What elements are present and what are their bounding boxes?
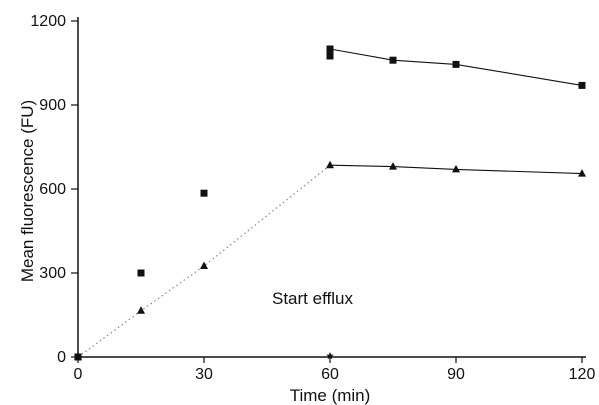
triangle-marker	[137, 306, 145, 314]
square-marker	[137, 269, 145, 277]
y-tick-label: 0	[57, 349, 66, 366]
x-tick-label: 120	[569, 366, 596, 383]
y-axis-title: Mean fluorescence (FU)	[18, 100, 37, 282]
series-lines	[77, 48, 583, 358]
square-marker	[326, 52, 334, 60]
x-tick-label: 0	[74, 366, 83, 383]
y-tick-label: 600	[39, 181, 66, 198]
x-axis-title: Time (min)	[290, 386, 371, 405]
series-1-efflux-line	[329, 48, 583, 86]
y-tick-label: 300	[39, 265, 66, 282]
axes: 0 300 600 900 1200 0 30 60 90 120	[30, 13, 595, 383]
triangle-marker	[389, 162, 397, 170]
series-2-efflux-line	[329, 164, 583, 175]
data-points	[74, 45, 586, 361]
y-tick-label: 1200	[30, 13, 66, 30]
start-efflux-annotation: Start efflux	[272, 289, 353, 308]
square-marker	[452, 60, 460, 68]
triangle-marker	[578, 169, 586, 177]
square-marker	[326, 45, 334, 53]
triangle-marker	[326, 160, 334, 169]
triangle-marker	[452, 164, 460, 173]
square-marker	[389, 56, 397, 64]
x-tick-label: 60	[321, 366, 339, 383]
triangle-marker	[74, 352, 82, 360]
y-tick-label: 900	[39, 97, 66, 114]
square-marker	[200, 189, 208, 197]
square-marker	[578, 81, 586, 89]
start-efflux-star-marker	[326, 352, 334, 360]
x-tick-label: 30	[195, 366, 213, 383]
triangle-marker	[200, 261, 208, 269]
x-tick-label: 90	[447, 366, 465, 383]
